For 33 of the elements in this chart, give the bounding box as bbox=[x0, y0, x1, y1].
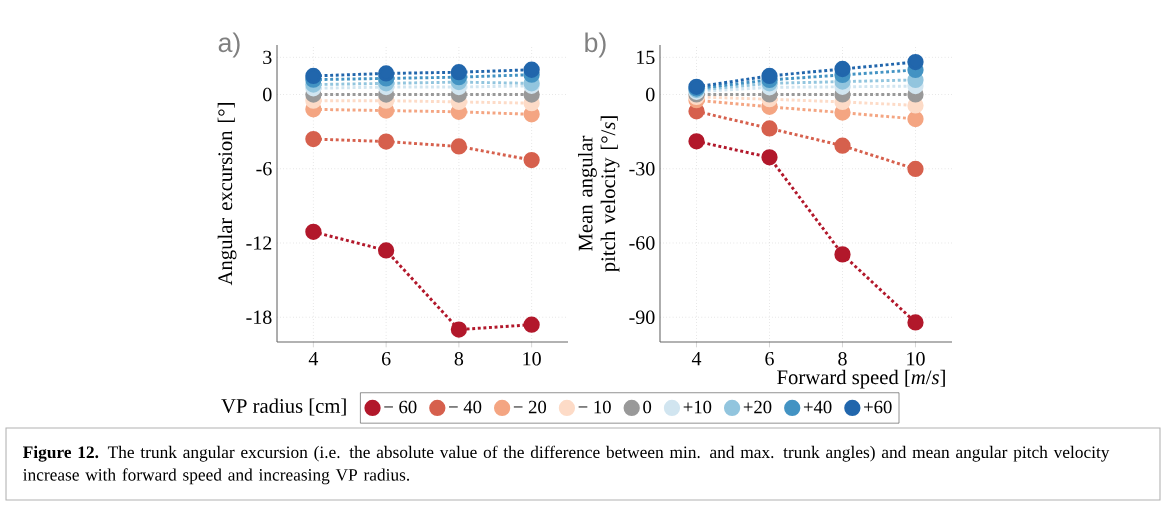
x-tick-label: 10 bbox=[907, 352, 925, 366]
x-tick-label: 8 bbox=[838, 352, 847, 366]
y-tick-label: -18 bbox=[246, 310, 272, 324]
text: Figure 12. The trunk angular excursion (i.e. the absolute value of the difference between min. and max. trunk angles) and mean angular pitch velocity increase with forward speed and increasing VP radius. bbox=[23, 445, 1110, 485]
x-axis-title: Forward speed [m/s] bbox=[777, 369, 945, 389]
x-tick-label: 6 bbox=[381, 352, 391, 366]
y-tick-label: 3 bbox=[263, 50, 272, 65]
legend-label: − 20 bbox=[513, 400, 547, 414]
y-tick-label: -30 bbox=[629, 161, 655, 176]
y-tick-label: -90 bbox=[629, 310, 655, 324]
x-tick-label: 8 bbox=[454, 352, 464, 366]
x-tick-label: 4 bbox=[691, 352, 702, 366]
legend-label: − 60 bbox=[384, 400, 417, 414]
legend-title: VP radius [cm] bbox=[221, 398, 346, 416]
y-tick-label: 15 bbox=[637, 50, 655, 65]
legend-label: − 40 bbox=[449, 400, 482, 414]
y-axis-title: Mean angular pitch velocity [°/s] bbox=[578, 116, 620, 272]
y-tick-label: -12 bbox=[246, 236, 272, 250]
y-axis-title: Angular excursion [°] bbox=[217, 103, 237, 286]
x-tick-label: 4 bbox=[308, 352, 319, 366]
text: b) bbox=[585, 32, 606, 58]
y-tick-label: 0 bbox=[263, 87, 272, 102]
y-tick-label: -60 bbox=[629, 236, 655, 250]
legend-label: +20 bbox=[743, 400, 772, 414]
y-tick-label: -6 bbox=[256, 162, 272, 176]
y-tick-label: 0 bbox=[646, 87, 655, 102]
text: a) bbox=[218, 32, 240, 58]
x-tick-label: 10 bbox=[523, 352, 541, 366]
legend-label: − 10 bbox=[578, 400, 611, 414]
legend-label: +60 bbox=[864, 400, 892, 414]
legend-label: +40 bbox=[803, 400, 832, 414]
x-tick-label: 6 bbox=[765, 352, 774, 366]
legend-label: +10 bbox=[683, 400, 712, 414]
